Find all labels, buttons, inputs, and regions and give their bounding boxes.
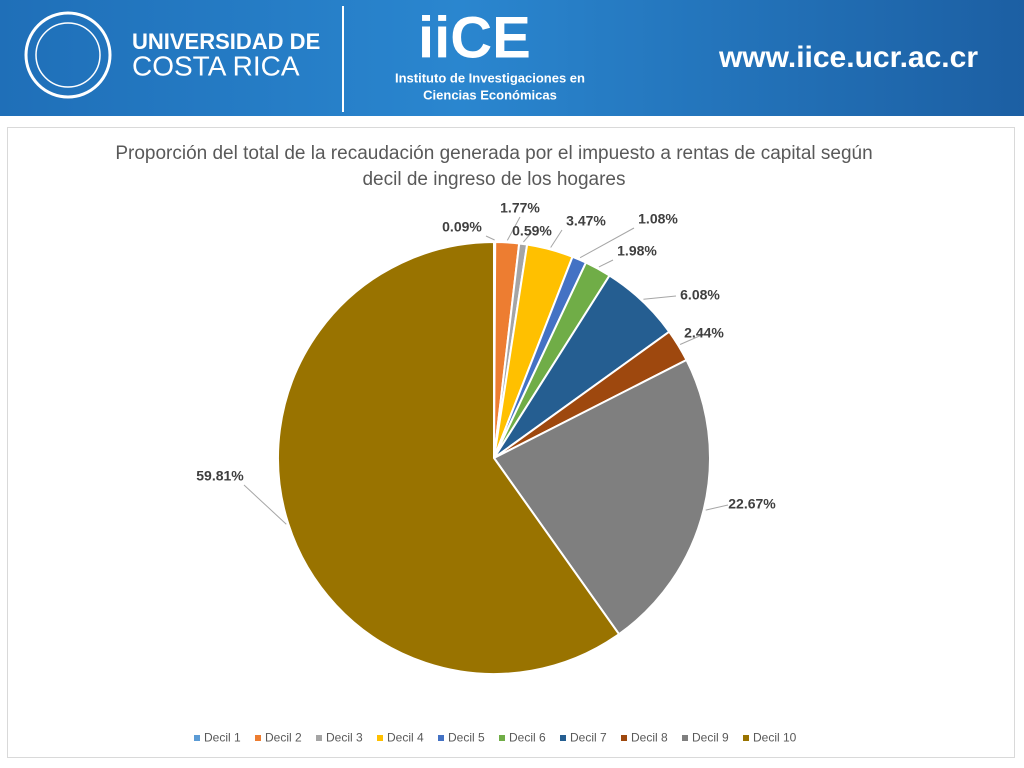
legend-swatch xyxy=(499,735,505,741)
data-label: 22.67% xyxy=(728,496,776,512)
university-name: UNIVERSIDAD DE xyxy=(132,29,320,54)
leader-line xyxy=(643,295,677,300)
legend-swatch xyxy=(194,735,200,741)
seal xyxy=(24,11,112,99)
data-label: 1.08% xyxy=(638,211,678,227)
institute-name: Ciencias Económicas xyxy=(423,87,557,102)
leader-line xyxy=(550,229,563,248)
url: www.iice.ucr.ac.cr xyxy=(718,41,978,74)
data-label: 0.09% xyxy=(442,219,482,235)
legend-swatch xyxy=(682,735,688,741)
legend-label: Decil 2 xyxy=(265,731,302,745)
leader-line xyxy=(243,484,287,525)
leader-line xyxy=(598,259,614,268)
legend-label: Decil 4 xyxy=(387,731,424,745)
logo: iiCE xyxy=(418,5,531,70)
leader-line xyxy=(679,333,705,345)
legend-label: Decil 1 xyxy=(204,731,241,745)
data-label: 0.59% xyxy=(512,223,552,239)
data-label: 3.47% xyxy=(566,213,606,229)
data-label: 1.98% xyxy=(617,243,657,259)
legend-label: Decil 10 xyxy=(753,731,797,745)
legend-label: Decil 3 xyxy=(326,731,363,745)
legend-label: Decil 7 xyxy=(570,731,607,745)
institute-name: Instituto de Investigaciones en xyxy=(395,70,585,85)
legend-label: Decil 8 xyxy=(631,731,668,745)
legend-swatch xyxy=(377,735,383,741)
data-label: 1.77% xyxy=(500,200,540,216)
leader-line xyxy=(506,216,521,241)
leader-line xyxy=(579,227,635,259)
pie-slice xyxy=(277,240,621,675)
university-name: COSTA RICA xyxy=(132,50,300,81)
legend-swatch xyxy=(438,735,444,741)
banner: UNIVERSIDAD DE COSTA RICA iiCE Instituto… xyxy=(0,0,1024,116)
legend-label: Decil 6 xyxy=(509,731,546,745)
legend-label: Decil 5 xyxy=(448,731,485,745)
legend-swatch xyxy=(560,735,566,741)
legend-swatch xyxy=(743,735,749,741)
leader-line xyxy=(485,235,495,241)
leader-line xyxy=(523,231,533,243)
legend-swatch xyxy=(255,735,261,741)
banner-graphics: UNIVERSIDAD DE COSTA RICA iiCE Instituto… xyxy=(24,5,978,112)
chart-area xyxy=(7,127,1015,758)
seal-inner xyxy=(35,22,101,88)
data-label: 2.44% xyxy=(684,325,724,341)
legend-swatch xyxy=(316,735,322,741)
pie-slice xyxy=(492,358,711,636)
legend-swatch xyxy=(621,735,627,741)
legend-label: Decil 9 xyxy=(692,731,729,745)
chart-title: Proporción del total de la recaudación g… xyxy=(115,143,873,190)
leader-line xyxy=(705,504,729,511)
data-label: 59.81% xyxy=(196,468,244,484)
data-label: 6.08% xyxy=(680,287,720,303)
